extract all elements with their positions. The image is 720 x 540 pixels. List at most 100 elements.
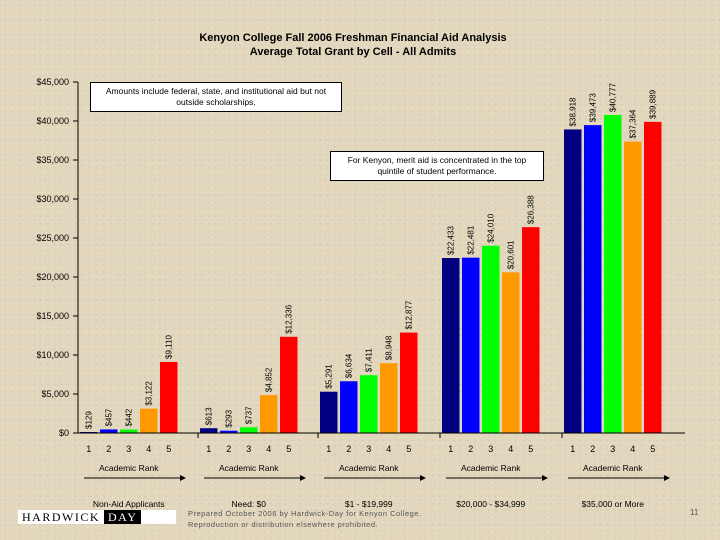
rank-tick-label: 5 bbox=[406, 444, 411, 454]
group-label: $35,000 or More bbox=[582, 499, 645, 509]
bar bbox=[604, 114, 622, 434]
prepared-line-1: Prepared October 2006 by Hardwick-Day fo… bbox=[188, 509, 422, 518]
rank-tick-label: 3 bbox=[366, 444, 371, 454]
rank-tick-label: 3 bbox=[610, 444, 615, 454]
bar-value-label: $12,336 bbox=[285, 304, 294, 333]
note-aid-composition: Amounts include federal, state, and inst… bbox=[90, 82, 342, 112]
prepared-note: Prepared October 2006 by Hardwick-Day fo… bbox=[188, 508, 422, 530]
y-tick-label: $40,000 bbox=[36, 116, 69, 126]
bar-value-label: $5,291 bbox=[325, 364, 334, 389]
y-tick-label: $0 bbox=[59, 428, 69, 438]
y-tick-label: $30,000 bbox=[36, 194, 69, 204]
rank-tick-label: 4 bbox=[266, 444, 271, 454]
rank-tick-label: 2 bbox=[346, 444, 351, 454]
rank-arrow-head bbox=[664, 475, 670, 481]
group-label: Non-Aid Applicants bbox=[93, 499, 165, 509]
bar bbox=[564, 129, 582, 433]
rank-tick-label: 1 bbox=[326, 444, 331, 454]
bar bbox=[482, 245, 500, 433]
rank-axis-label: Academic Rank bbox=[219, 463, 279, 473]
bar-value-label: $457 bbox=[105, 408, 114, 426]
rank-axis-label: Academic Rank bbox=[339, 463, 399, 473]
bar bbox=[200, 428, 218, 433]
bar bbox=[100, 429, 118, 433]
rank-tick-label: 5 bbox=[166, 444, 171, 454]
bar-value-label: $12,877 bbox=[405, 300, 414, 329]
bar bbox=[220, 430, 238, 433]
x-axis: 1 2 3 4 5 Academic Rank Non-Aid Applicants 1 2 3 4… bbox=[78, 432, 685, 509]
bar bbox=[260, 395, 278, 433]
group-label: $20,000 - $34,999 bbox=[456, 499, 525, 509]
rank-arrow-head bbox=[300, 475, 306, 481]
rank-tick-label: 1 bbox=[86, 444, 91, 454]
bar bbox=[340, 381, 358, 433]
y-tick-label: $5,000 bbox=[41, 389, 69, 399]
bar-value-label: $38,918 bbox=[569, 97, 578, 126]
y-tick-label: $45,000 bbox=[36, 77, 69, 87]
bar-value-label: $129 bbox=[85, 411, 94, 429]
bar-value-label: $6,634 bbox=[345, 353, 354, 378]
y-tick-label: $20,000 bbox=[36, 272, 69, 282]
bar bbox=[320, 391, 338, 433]
rank-tick-label: 1 bbox=[570, 444, 575, 454]
note-merit-aid: For Kenyon, merit aid is concentrated in… bbox=[330, 151, 544, 181]
y-tick-label: $25,000 bbox=[36, 233, 69, 243]
rank-axis-label: Academic Rank bbox=[583, 463, 643, 473]
rank-tick-label: 5 bbox=[528, 444, 533, 454]
bar bbox=[522, 227, 540, 433]
bar bbox=[140, 408, 158, 433]
bars: $129 $457 $442 $3,122 $9,110 $613 $293 $737 $4,8… bbox=[80, 82, 662, 434]
bar-value-label: $37,364 bbox=[629, 109, 638, 138]
rank-tick-label: 3 bbox=[246, 444, 251, 454]
prepared-line-2: Reproduction or distribution elsewhere p… bbox=[188, 520, 379, 529]
rank-tick-label: 3 bbox=[488, 444, 493, 454]
rank-tick-label: 5 bbox=[650, 444, 655, 454]
rank-tick-label: 4 bbox=[386, 444, 391, 454]
group-label: Need: $0 bbox=[232, 499, 267, 509]
bar bbox=[462, 257, 480, 433]
bar-value-label: $22,433 bbox=[447, 226, 456, 255]
bar bbox=[624, 141, 642, 434]
rank-tick-label: 2 bbox=[468, 444, 473, 454]
bar bbox=[360, 375, 378, 433]
bar-value-label: $24,010 bbox=[487, 213, 496, 242]
group-label: $1 - $19,999 bbox=[345, 499, 393, 509]
y-tick-label: $15,000 bbox=[36, 311, 69, 321]
bar bbox=[280, 336, 298, 433]
rank-arrow-head bbox=[420, 475, 426, 481]
bar bbox=[442, 258, 460, 433]
bar-value-label: $8,948 bbox=[385, 335, 394, 360]
bar bbox=[160, 361, 178, 433]
rank-tick-label: 4 bbox=[630, 444, 635, 454]
rank-tick-label: 4 bbox=[508, 444, 513, 454]
rank-arrow-head bbox=[180, 475, 186, 481]
bar-value-label: $4,852 bbox=[265, 367, 274, 392]
bar-value-label: $40,777 bbox=[609, 82, 618, 111]
bar-value-label: $39,889 bbox=[649, 89, 658, 118]
bar-value-label: $737 bbox=[245, 406, 254, 424]
bar bbox=[584, 125, 602, 434]
y-axis: $0 $5,000 $10,000 $15,000 $20,000 $25,000 $30,… bbox=[36, 77, 79, 438]
rank-tick-label: 5 bbox=[286, 444, 291, 454]
rank-arrow-head bbox=[542, 475, 548, 481]
y-tick-label: $10,000 bbox=[36, 350, 69, 360]
rank-axis-label: Academic Rank bbox=[99, 463, 159, 473]
bar bbox=[80, 431, 98, 433]
rank-axis-label: Academic Rank bbox=[461, 463, 521, 473]
bar-value-label: $7,411 bbox=[365, 348, 374, 372]
chart-title: Kenyon College Fall 2006 Freshman Financ… bbox=[199, 32, 506, 44]
logo-left-text: HARDWICK bbox=[22, 510, 100, 524]
bar-value-label: $442 bbox=[125, 408, 134, 426]
bar bbox=[400, 332, 418, 433]
bar-value-label: $613 bbox=[205, 407, 214, 425]
bar-value-label: $22,481 bbox=[467, 225, 476, 254]
bar bbox=[240, 427, 258, 433]
bar-value-label: $26,388 bbox=[527, 195, 536, 224]
bar-value-label: $293 bbox=[225, 409, 234, 427]
bar-value-label: $39,473 bbox=[589, 93, 598, 122]
rank-tick-label: 1 bbox=[448, 444, 453, 454]
bar-value-label: $9,110 bbox=[165, 335, 174, 359]
y-tick-label: $35,000 bbox=[36, 155, 69, 165]
rank-tick-label: 2 bbox=[590, 444, 595, 454]
